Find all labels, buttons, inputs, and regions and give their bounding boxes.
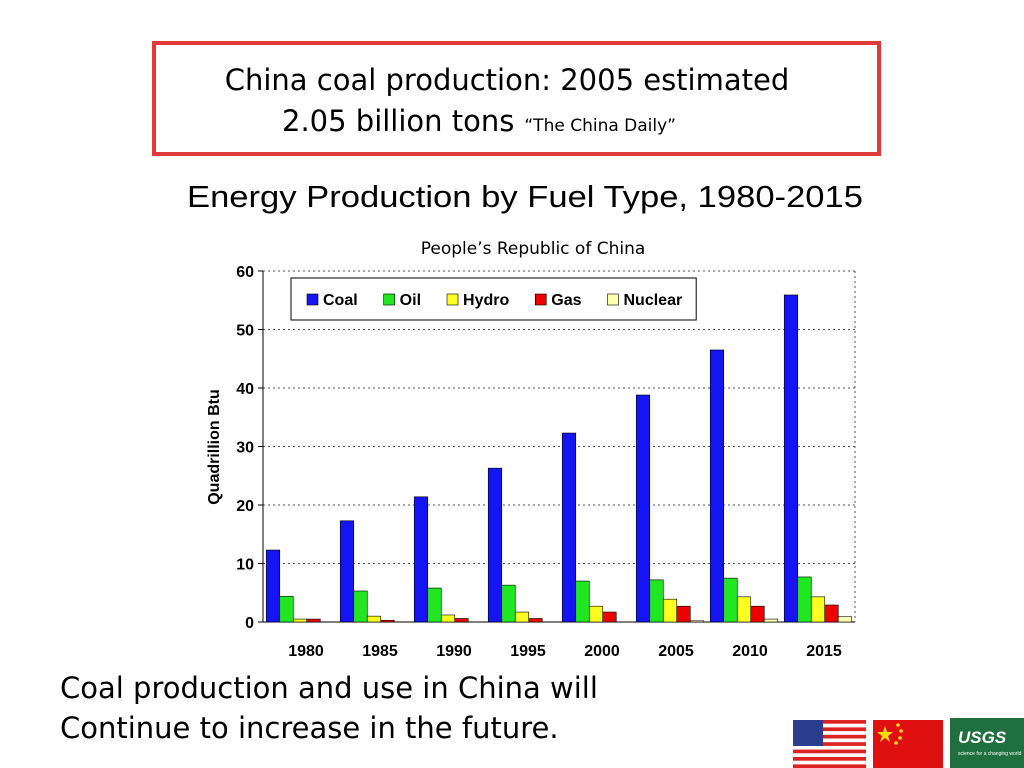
bar [602, 611, 617, 623]
bar [528, 618, 543, 623]
bar [575, 580, 590, 623]
x-tick-label: 1985 [362, 643, 398, 660]
y-tick-label: 20 [236, 498, 254, 515]
header-line: China coal production: 2005 estimated [225, 63, 790, 97]
y-tick-label: 40 [236, 381, 254, 398]
logo-text: USGS [958, 728, 1007, 747]
y-tick-label: 10 [236, 557, 254, 574]
legend-label: Gas [551, 292, 581, 309]
bar [487, 467, 503, 623]
legend-label: Coal [323, 292, 358, 309]
legend-swatch [306, 293, 319, 306]
bar [783, 294, 799, 623]
y-tick-label: 60 [236, 264, 254, 281]
x-tick-label: 1990 [436, 643, 472, 660]
bar [306, 618, 321, 623]
footer-line: Continue to increase in the future. [60, 711, 559, 745]
bar [265, 549, 281, 623]
bar [709, 349, 725, 623]
source: “The China Daily” [524, 116, 676, 136]
legend-label: Hydro [463, 292, 509, 309]
x-tick-label: 2010 [732, 643, 768, 660]
china-flag [873, 720, 943, 768]
bar [763, 618, 779, 623]
bar [588, 605, 604, 623]
chart-subtitle: People’s Republic of China [421, 239, 646, 259]
bar [292, 618, 308, 623]
legend-label: Nuclear [624, 292, 683, 309]
footer-line: Coal production and use in China will [60, 671, 598, 705]
bar [676, 605, 691, 623]
y-tick-label: 0 [245, 615, 254, 632]
bar [649, 579, 664, 623]
x-tick-label: 1995 [510, 643, 546, 660]
legend-swatch [446, 293, 459, 306]
header-box [152, 41, 881, 156]
bar [635, 394, 651, 623]
bar [501, 584, 516, 623]
bar [736, 596, 752, 623]
usgs-logo: USGS science for a changing world [950, 718, 1024, 768]
legend [290, 277, 697, 321]
legend-swatch [607, 293, 619, 306]
bar [440, 614, 456, 623]
bar [413, 496, 429, 623]
x-tick-label: 1980 [288, 643, 324, 660]
bar [454, 618, 469, 623]
plot: 0 10 20 30 40 50 60 1980 1985 1990 1995 2000 2005 201… [236, 264, 856, 660]
legend-swatch [383, 293, 395, 306]
legend-label: Oil [400, 292, 421, 309]
bar [797, 576, 812, 623]
y-axis-label: Quadrillion Btu [206, 389, 223, 505]
bar [824, 604, 839, 623]
legend-swatch [534, 293, 547, 306]
y-tick-label: 30 [236, 440, 254, 457]
bar [723, 577, 738, 623]
bar [427, 587, 442, 623]
bar [750, 605, 765, 623]
bar [339, 520, 355, 623]
logo-tagline: science for a changing world [958, 751, 1022, 757]
chart-title: Energy Production by Fuel Type, 1980-201… [187, 179, 863, 214]
header-line: 2.05 billion tons [282, 104, 514, 138]
bar [353, 590, 368, 623]
bar [837, 616, 853, 623]
bar [380, 619, 395, 623]
us-flag [793, 720, 866, 768]
bar [279, 595, 294, 623]
bar [662, 598, 678, 623]
bar [366, 615, 382, 623]
y-tick-label: 50 [236, 323, 254, 340]
bar [810, 596, 826, 623]
bar [561, 432, 577, 623]
x-tick-label: 2015 [806, 643, 842, 660]
bar [689, 620, 705, 623]
x-tick-label: 2000 [584, 643, 620, 660]
x-tick-label: 2005 [658, 643, 694, 660]
bar [514, 611, 530, 623]
header-line-2: 2.05 billion tons “The China Daily” [282, 104, 676, 138]
